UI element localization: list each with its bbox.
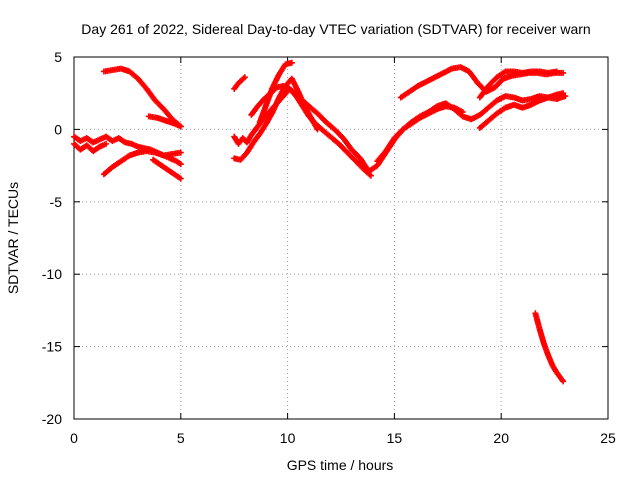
data-point-marker xyxy=(553,68,560,75)
y-tick-label: 5 xyxy=(54,49,62,65)
series-arc-16 xyxy=(532,310,567,385)
series-arc-1 xyxy=(71,133,184,168)
data-point-marker xyxy=(177,175,184,182)
y-tick-label: -20 xyxy=(42,411,62,427)
x-tick-label: 10 xyxy=(280,430,296,446)
series-arc-14 xyxy=(476,90,567,131)
x-axis-label: GPS time / hours xyxy=(287,457,394,473)
series-arc-15 xyxy=(476,68,560,101)
y-axis-ticks: 5 0 -5 -10 -15 -20 xyxy=(42,49,608,427)
series-arc-12 xyxy=(374,93,569,165)
data-point-marker xyxy=(367,172,374,179)
y-tick-label: 0 xyxy=(54,121,62,137)
data-point-marker xyxy=(177,149,184,156)
y-tick-label: -5 xyxy=(50,194,63,210)
y-axis-label: SDTVAR / TECUs xyxy=(5,182,21,294)
data-point-marker xyxy=(241,74,248,81)
data-point-marker xyxy=(560,69,567,76)
y-tick-label: -15 xyxy=(42,339,62,355)
series-arc-4 xyxy=(100,65,184,130)
x-tick-label: 15 xyxy=(387,430,403,446)
series-arc-3 xyxy=(100,148,184,178)
data-points xyxy=(71,59,569,385)
plot-frame xyxy=(73,56,609,420)
data-point-marker xyxy=(560,378,567,385)
series-arc-13 xyxy=(397,64,567,101)
chart-title: Day 261 of 2022, Sidereal Day-to-day VTE… xyxy=(81,21,590,37)
x-tick-label: 20 xyxy=(493,430,509,446)
series-arc-2 xyxy=(71,140,110,155)
data-point-marker xyxy=(103,140,110,147)
series-arc-5 xyxy=(150,156,184,182)
grid-lines xyxy=(74,57,608,419)
x-tick-label: 25 xyxy=(600,430,616,446)
data-point-marker xyxy=(288,59,295,66)
x-tick-label: 0 xyxy=(70,430,78,446)
series-arc-9 xyxy=(231,74,248,92)
data-point-marker xyxy=(177,161,184,168)
data-point-marker xyxy=(314,126,321,133)
series-arc-6 xyxy=(145,113,184,130)
y-tick-label: -10 xyxy=(42,266,62,282)
data-point-marker xyxy=(560,90,567,97)
x-axis-ticks: 0 5 10 15 20 25 xyxy=(70,57,616,446)
data-point-marker xyxy=(177,123,184,130)
x-tick-label: 5 xyxy=(177,430,185,446)
